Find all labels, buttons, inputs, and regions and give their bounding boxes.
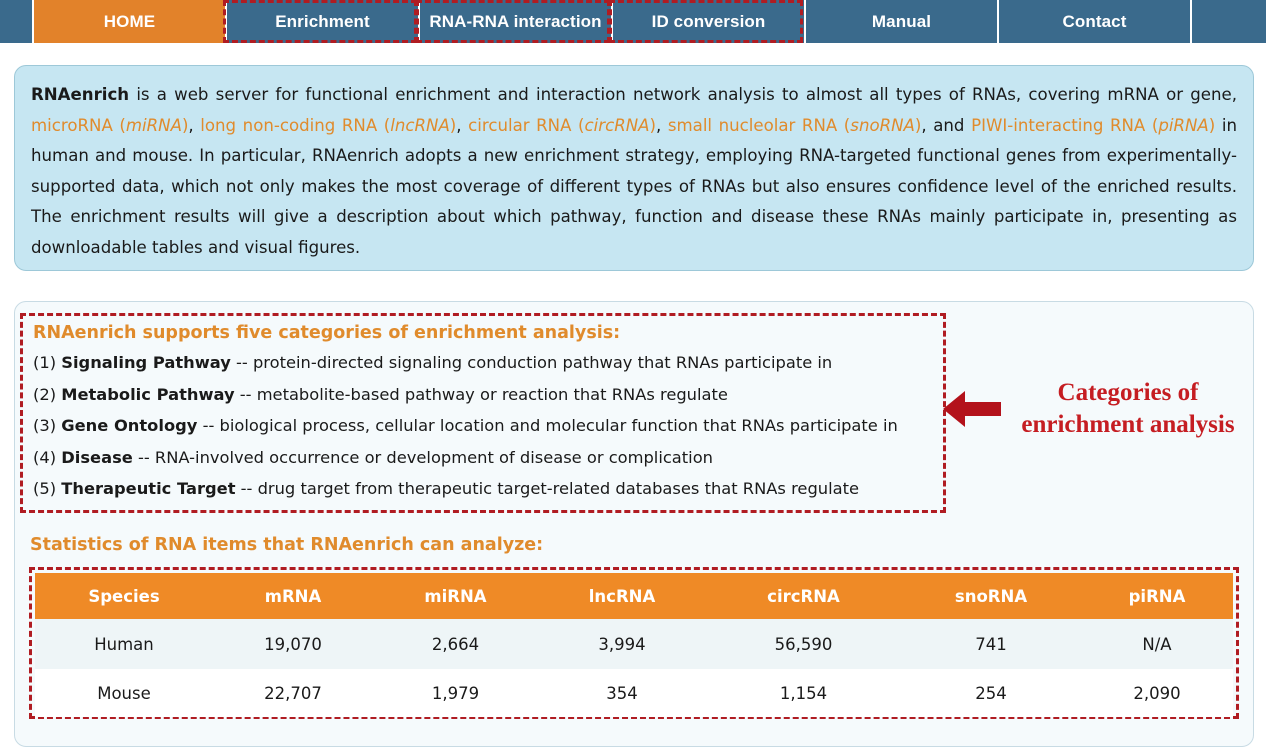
- table-cell: 741: [975, 634, 1007, 654]
- table-cell: N/A: [1142, 634, 1172, 654]
- pirna-close: ): [1208, 115, 1216, 135]
- intro-text-2: in human and mouse. In particular, RNAen…: [31, 115, 1237, 257]
- stats-table: Species mRNA miRNA lncRNA circRNA snoRNA…: [35, 573, 1233, 717]
- intro-text-1: is a web server for functional enrichmen…: [129, 85, 1237, 104]
- lncrna-link[interactable]: long non-coding RNA (lncRNA): [200, 116, 456, 135]
- table-row: Mouse 22,707 1,979 354 1,154 254 2,090: [35, 669, 1233, 717]
- category-number: (3): [33, 416, 62, 435]
- table-cell: 19,070: [264, 634, 322, 654]
- category-number: (4): [33, 447, 62, 467]
- table-cell: 1,154: [779, 683, 828, 703]
- lncrna-text: long non-coding RNA (: [200, 115, 391, 135]
- left-arrow-icon: [943, 391, 1001, 427]
- category-name: Gene Ontology: [61, 416, 198, 435]
- table-cell: 3,994: [598, 634, 646, 654]
- category-name: Disease: [61, 447, 133, 467]
- table-header-row: Species mRNA miRNA lncRNA circRNA snoRNA…: [35, 573, 1233, 619]
- category-number: (5): [33, 479, 62, 498]
- category-name: Metabolic Pathway: [61, 384, 235, 404]
- table-cell: Mouse: [97, 683, 151, 703]
- category-item: (2) Metabolic Pathway -- metabolite-base…: [33, 379, 943, 411]
- stats-table-highlight-box: Species mRNA miRNA lncRNA circRNA snoRNA…: [29, 567, 1239, 719]
- mirna-abbr: miRNA: [125, 115, 182, 135]
- mirna-close: ): [181, 115, 189, 135]
- intro-sep: ,: [655, 115, 668, 135]
- nav-contact[interactable]: Contact: [997, 0, 1190, 43]
- nav-lead-spacer: [0, 0, 32, 43]
- category-number: (2): [33, 384, 62, 404]
- category-number: (1): [33, 353, 62, 372]
- table-cell: 2,664: [431, 634, 480, 654]
- nav-home[interactable]: HOME: [32, 0, 225, 43]
- snorna-link[interactable]: small nucleolar RNA (snoRNA): [668, 116, 922, 135]
- column-header: piRNA: [1128, 586, 1186, 606]
- nav-manual[interactable]: Manual: [804, 0, 997, 43]
- lncrna-close: ): [449, 115, 457, 135]
- table-row: Human 19,070 2,664 3,994 56,590 741 N/A: [35, 619, 1233, 669]
- snorna-close: ): [914, 115, 922, 135]
- table-cell: 22,707: [264, 683, 322, 703]
- mirna-text: microRNA (: [31, 115, 126, 135]
- column-header: mRNA: [264, 586, 322, 606]
- column-header: circRNA: [767, 586, 840, 606]
- category-item: (4) Disease -- RNA-involved occurrence o…: [33, 442, 943, 474]
- nav-bar: HOME Enrichment RNA-RNA interaction ID c…: [0, 0, 1266, 43]
- categories-highlight-box: RNAenrich supports five categories of en…: [20, 313, 946, 513]
- nav-enrichment[interactable]: Enrichment: [225, 0, 418, 43]
- table-cell: 354: [606, 683, 638, 703]
- stats-title: Statistics of RNA items that RNAenrich c…: [30, 535, 544, 555]
- categories-title: RNAenrich supports five categories of en…: [33, 323, 621, 343]
- circrna-close: ): [649, 115, 656, 135]
- category-item: (5) Therapeutic Target -- drug target fr…: [33, 473, 943, 505]
- nav-rna-rna-interaction[interactable]: RNA-RNA interaction: [418, 0, 611, 43]
- content-panel: RNAenrich supports five categories of en…: [14, 301, 1254, 747]
- callout-label: Categories of enrichment analysis: [1003, 377, 1253, 441]
- category-name: Therapeutic Target: [61, 479, 236, 498]
- callout-line-1: Categories of: [1057, 379, 1199, 406]
- intro-sep: , and: [921, 115, 972, 135]
- table-cell: 254: [975, 683, 1007, 703]
- mirna-link[interactable]: microRNA (miRNA): [31, 116, 188, 135]
- column-header: Species: [88, 586, 160, 606]
- table-cell: 1,979: [431, 683, 480, 703]
- column-header: lncRNA: [588, 586, 656, 606]
- pirna-link[interactable]: PIWI-interacting RNA (piRNA): [971, 116, 1215, 135]
- pirna-abbr: piRNA: [1158, 115, 1209, 135]
- category-desc: -- RNA-involved occurrence or developmen…: [132, 447, 713, 467]
- table-cell: Human: [94, 634, 154, 654]
- pirna-text: PIWI-interacting RNA (: [971, 115, 1159, 135]
- top-nav: HOME Enrichment RNA-RNA interaction ID c…: [0, 0, 1270, 43]
- snorna-abbr: snoRNA: [850, 115, 915, 135]
- category-desc: -- metabolite-based pathway or reaction …: [234, 384, 728, 404]
- nav-tail-spacer: [1190, 0, 1266, 43]
- brand-name: RNAenrich: [31, 85, 130, 104]
- intro-sep: ,: [456, 115, 469, 135]
- table-cell: 2,090: [1133, 683, 1181, 703]
- callout-line-2: enrichment analysis: [1021, 411, 1235, 438]
- circrna-link[interactable]: circular RNA (circRNA): [468, 116, 656, 135]
- category-item: (1) Signaling Pathway -- protein-directe…: [33, 347, 943, 379]
- intro-sep: ,: [188, 115, 201, 135]
- category-desc: -- drug target from therapeutic target-r…: [235, 479, 859, 498]
- table-cell: 56,590: [774, 634, 833, 654]
- circrna-text: circular RNA (: [468, 115, 585, 135]
- category-name: Signaling Pathway: [61, 353, 231, 372]
- lncrna-abbr: lncRNA: [390, 115, 450, 135]
- category-item: (3) Gene Ontology -- biological process,…: [33, 410, 943, 442]
- category-desc: -- biological process, cellular location…: [197, 416, 898, 435]
- column-header: snoRNA: [954, 586, 1028, 606]
- column-header: miRNA: [424, 586, 487, 606]
- snorna-text: small nucleolar RNA (: [667, 115, 851, 135]
- intro-description: RNAenrich is a web server for functional…: [14, 65, 1254, 271]
- category-desc: -- protein-directed signaling conduction…: [230, 353, 833, 372]
- circrna-abbr: circRNA: [584, 115, 650, 135]
- nav-id-conversion[interactable]: ID conversion: [611, 0, 804, 43]
